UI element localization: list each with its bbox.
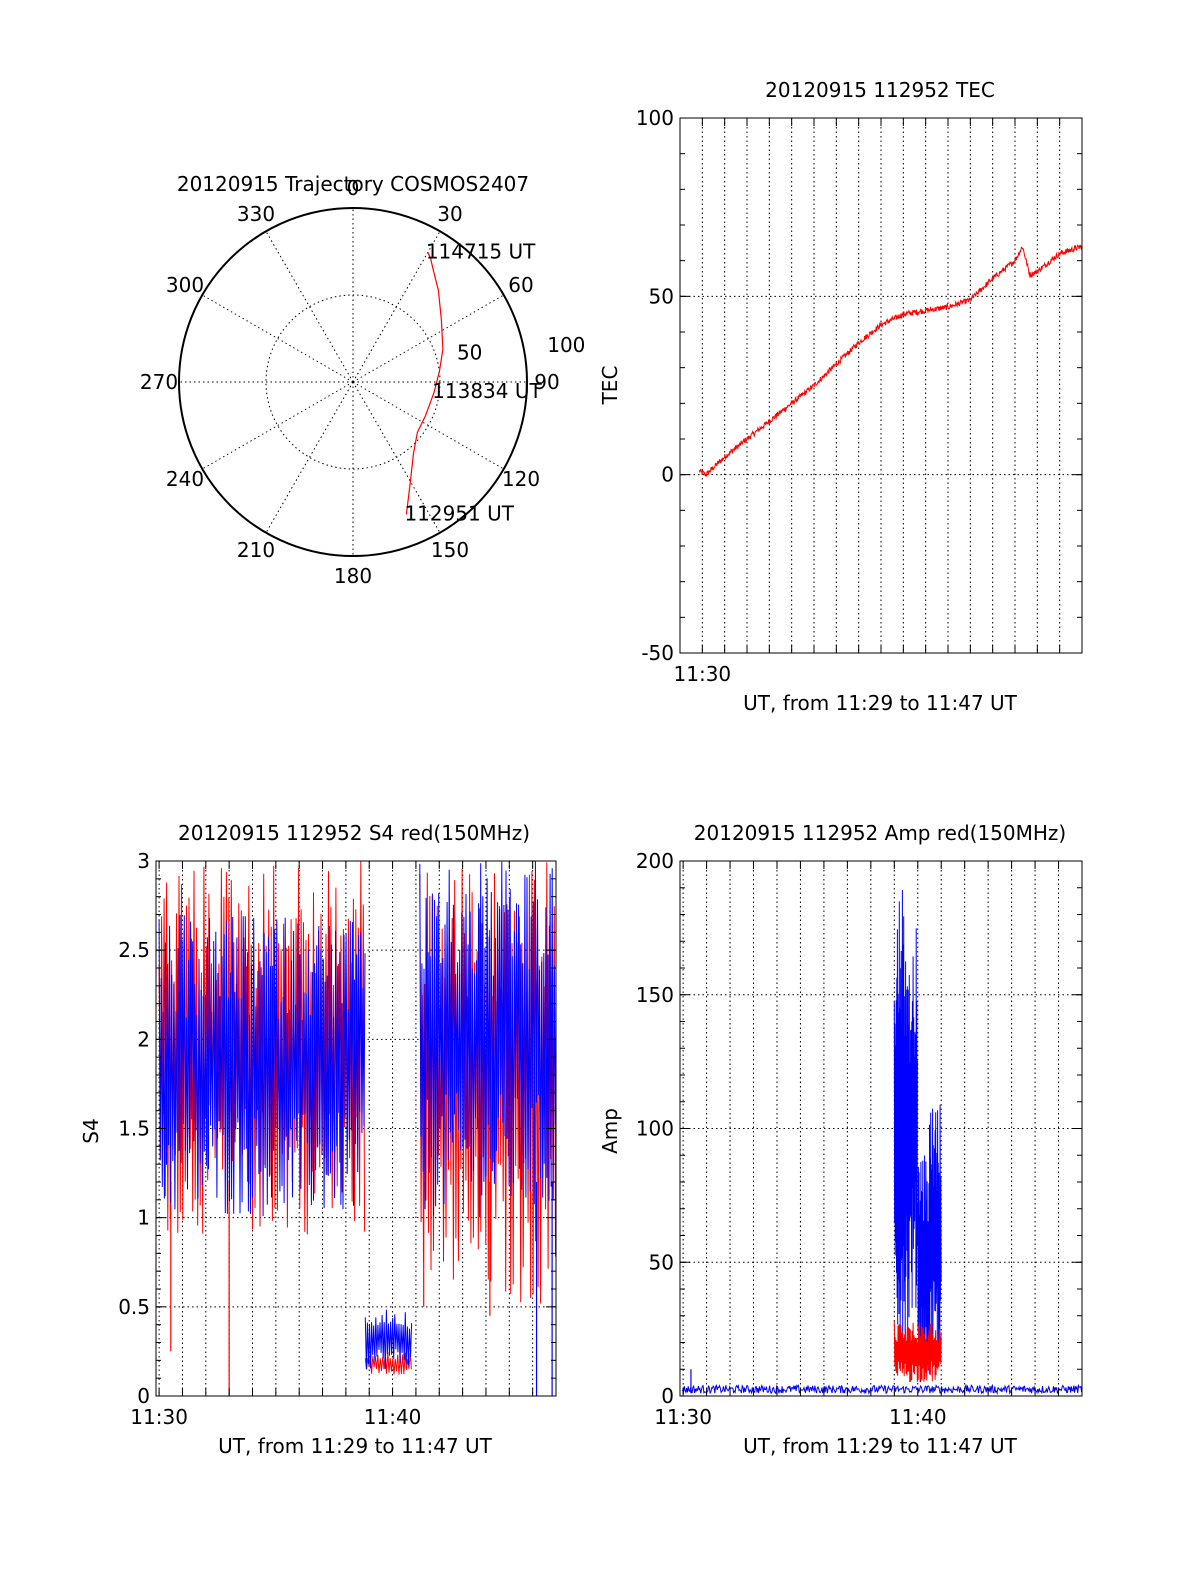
polar-radius-label-50: 50 (457, 340, 482, 364)
amp-xlabel: UT, from 11:29 to 11:47 UT (743, 1434, 1018, 1458)
polar-azimuth-label-0: 0 (347, 176, 360, 200)
y-tick-label-3: 3 (137, 849, 150, 873)
x-tick-label-1140: 11:40 (889, 1405, 947, 1429)
y-tick-label-150: 150 (636, 983, 674, 1007)
y-tick-label-0: 0 (661, 463, 674, 487)
polar-spoke-30 (352, 231, 441, 383)
tec-line (698, 244, 1083, 478)
polar-spoke-210 (265, 381, 354, 533)
tec-xlabel: UT, from 11:29 to 11:47 UT (743, 691, 1018, 715)
y-tick-label-0: 0 (137, 1384, 150, 1408)
polar-spoke-300 (202, 294, 354, 383)
polar-trajectory-panel: 20120915 Trajectory COSMOS2407 0 30 60 90 12… (140, 172, 586, 588)
polar-azimuth-label-90: 90 (534, 370, 559, 394)
s4-title: 20120915 112952 S4 red(150MHz) (178, 821, 530, 845)
y-tick-label-200: 200 (636, 849, 674, 873)
x-tick-label-1130: 11:30 (654, 1405, 712, 1429)
amp-ticks: 0 50 100 150 200 11:30 11:40 (636, 849, 1083, 1429)
tec-ticks: -50 0 50 100 11:30 (636, 106, 1083, 686)
y-tick-label-1.5: 1.5 (118, 1117, 150, 1141)
amp-red-segment-0 (893, 1321, 942, 1383)
s4-series-1-segment-0 (158, 914, 366, 1217)
s4-series-1-segment-1 (364, 1309, 413, 1370)
amp-blue-segment-1 (909, 928, 918, 1308)
polar-outer-circle (178, 207, 528, 557)
y-tick-label-50: 50 (649, 1250, 674, 1274)
y-tick-label-2: 2 (137, 1027, 150, 1051)
polar-series: 114715 UT 113834 UT 112951 UT (404, 239, 542, 525)
polar-title: 20120915 Trajectory COSMOS2407 (177, 172, 529, 196)
y-tick-label-100: 100 (636, 1117, 674, 1141)
polar-azimuth-label-150: 150 (431, 538, 469, 562)
amp-series (681, 889, 1083, 1396)
polar-spoke-150 (352, 381, 441, 533)
y-tick-label--50: -50 (641, 641, 674, 665)
amp-grid (680, 861, 1083, 1396)
x-tick-label-1140: 11:40 (364, 1405, 422, 1429)
tec-grid (679, 118, 1083, 653)
amp-blue-baseline (681, 1383, 1083, 1396)
s4-panel: 20120915 112952 S4 red(150MHz) 0 0.5 1 1.5 2… (79, 821, 557, 1458)
polar-annotation-0: 114715 UT (426, 239, 536, 263)
s4-xlabel: UT, from 11:29 to 11:47 UT (218, 1434, 493, 1458)
amp-plot-frame (679, 860, 1083, 1397)
y-tick-label-2.5: 2.5 (118, 938, 150, 962)
polar-labels: 0 30 60 90 120 150 180 210 240 270 300 330 50 100 (140, 176, 586, 588)
y-tick-label-1: 1 (137, 1206, 150, 1230)
tec-title: 20120915 112952 TEC (765, 78, 995, 102)
polar-azimuth-label-300: 300 (166, 273, 204, 297)
x-tick-label-1130: 11:30 (130, 1405, 188, 1429)
amp-ylabel: Amp (598, 1108, 622, 1154)
y-tick-label-0: 0 (661, 1384, 674, 1408)
amp-blue-segment-2 (917, 1155, 930, 1383)
polar-annotation-1: 113834 UT (432, 379, 542, 403)
polar-azimuth-label-330: 330 (237, 202, 275, 226)
polar-azimuth-label-60: 60 (508, 273, 533, 297)
tec-panel: 20120915 112952 TEC -50 0 50 100 11:30 TEC U… (598, 78, 1083, 715)
s4-ticks: 0 0.5 1 1.5 2 2.5 3 11:30 11:40 (118, 849, 557, 1429)
polar-spoke-120 (352, 381, 504, 470)
amp-blue-segment-3 (929, 1104, 942, 1365)
polar-spoke-240 (202, 381, 354, 470)
polar-azimuth-label-30: 30 (437, 202, 462, 226)
y-tick-label-0.5: 0.5 (118, 1295, 150, 1319)
polar-annotation-2: 112951 UT (404, 501, 514, 525)
polar-azimuth-label-180: 180 (334, 564, 372, 588)
polar-grid (179, 208, 527, 556)
polar-trajectory-line (405, 252, 444, 515)
amp-title: 20120915 112952 Amp red(150MHz) (694, 821, 1066, 845)
tec-series (698, 244, 1083, 478)
polar-azimuth-label-210: 210 (237, 538, 275, 562)
polar-azimuth-label-270: 270 (140, 370, 178, 394)
amp-blue-segment-0 (893, 889, 911, 1343)
tec-ylabel: TEC (598, 366, 622, 406)
s4-series-0-segment-1 (364, 1352, 412, 1375)
amp-panel: 20120915 112952 Amp red(150MHz) 0 50 100 15… (598, 821, 1083, 1458)
s4-series-1-segment-2 (419, 861, 556, 1218)
y-tick-label-50: 50 (649, 284, 674, 308)
polar-azimuth-label-120: 120 (502, 467, 540, 491)
polar-radius-label-100: 100 (547, 333, 585, 357)
polar-azimuth-label-240: 240 (166, 467, 204, 491)
polar-spoke-330 (265, 231, 354, 383)
s4-series (158, 861, 556, 1396)
x-tick-label-1130: 11:30 (674, 662, 732, 686)
y-tick-label-100: 100 (636, 106, 674, 130)
polar-spoke-60 (352, 294, 504, 383)
s4-ylabel: S4 (79, 1118, 103, 1143)
